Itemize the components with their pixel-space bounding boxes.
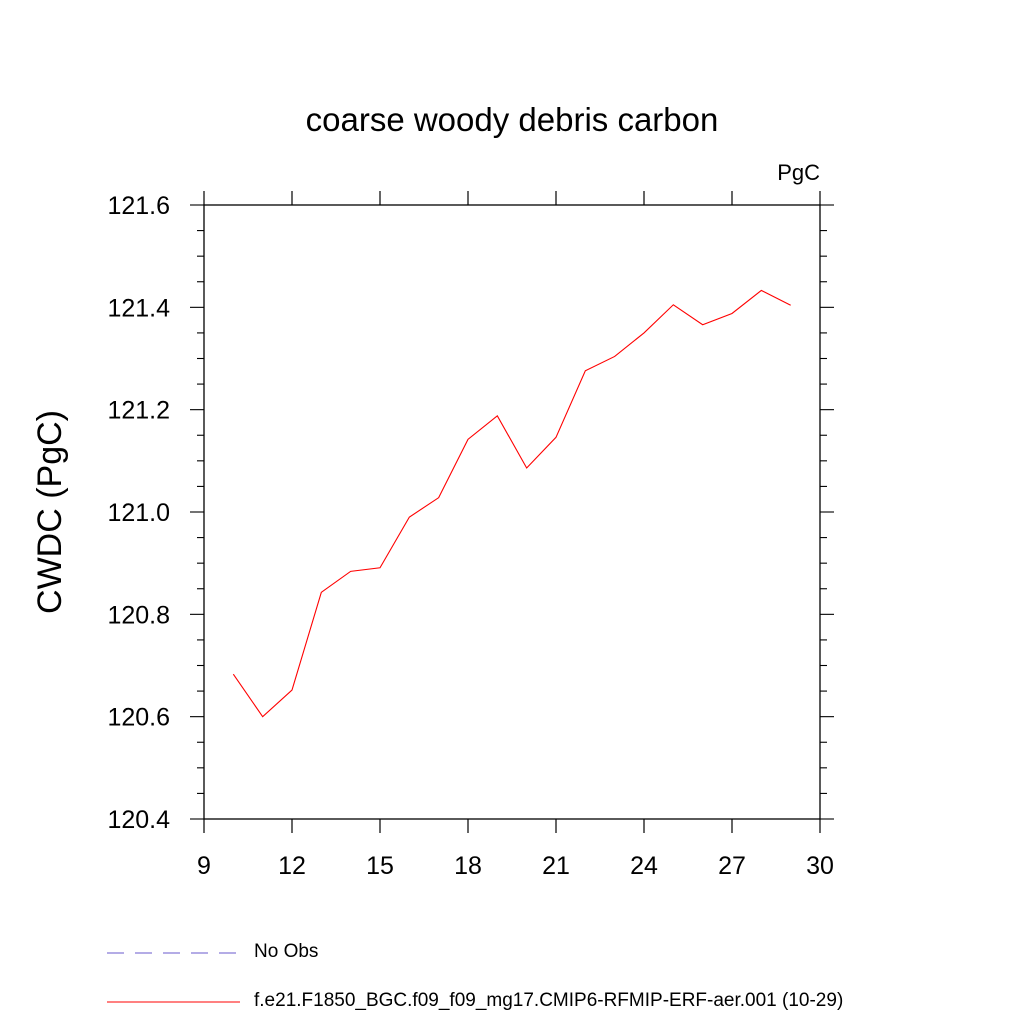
x-tick-label: 30 [806,852,834,880]
y-tick-label: 121.4 [107,294,170,322]
y-tick-label: 121.6 [107,192,170,220]
plot-frame [203,204,821,820]
x-tick-label: 12 [278,852,306,880]
x-tick-label: 18 [454,852,482,880]
chart-title: coarse woody debris carbon [306,101,719,138]
x-tick-label: 9 [197,852,211,880]
y-tick-label: 120.6 [107,704,170,732]
series-layer [232,289,791,718]
x-tick-label: 27 [718,852,746,880]
y-tick-label: 121.0 [107,499,170,527]
axes: 9 12 15 18 21 24 27 30 120.4 120.6 120.8 121.0 121.2… [107,191,834,880]
series-line [232,289,791,718]
y-tick-label: 120.8 [107,601,170,629]
x-tick-label: 21 [542,852,570,880]
x-tick-label: 24 [630,852,658,880]
y-axis-label: CWDC (PgC) [31,410,69,614]
x-tick-label: 15 [366,852,394,880]
units-label: PgC [777,160,820,185]
y-tick-label: 120.4 [107,806,170,834]
y-tick-label: 121.2 [107,397,170,425]
legend-lines [107,952,240,1003]
